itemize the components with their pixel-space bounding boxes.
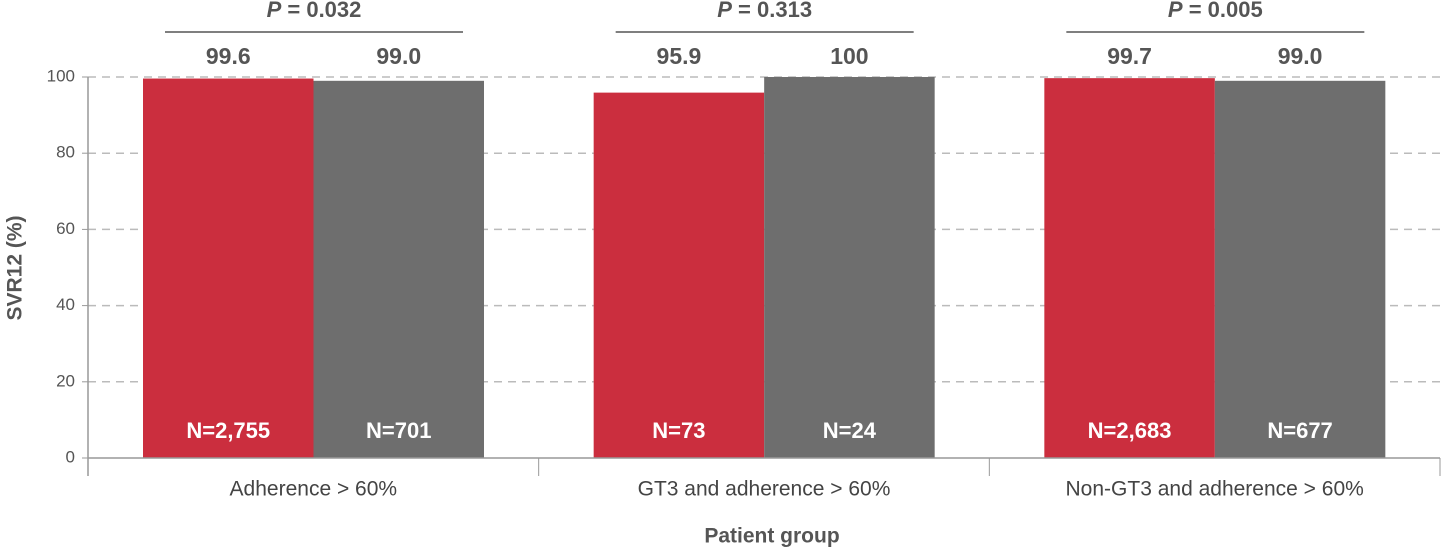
n-label: N=677	[1267, 418, 1332, 443]
n-label: N=2,755	[186, 418, 270, 443]
y-axis-label: SVR12 (%)	[4, 215, 27, 320]
bar	[1214, 80, 1386, 458]
bar	[143, 78, 314, 459]
value-label: 99.0	[1278, 43, 1323, 69]
x-tick-label: GT3 and adherence > 60%	[638, 478, 891, 501]
bar	[764, 77, 935, 458]
p-value: P = 0.005	[1168, 0, 1263, 22]
p-value: P = 0.032	[267, 0, 362, 22]
value-label: 95.9	[657, 43, 702, 69]
n-label: N=701	[366, 418, 431, 443]
y-tick-label: 40	[56, 295, 75, 314]
y-tick-label: 60	[56, 219, 75, 238]
value-label: 100	[830, 43, 868, 69]
bar	[593, 92, 765, 458]
y-tick-label: 80	[56, 143, 75, 162]
n-label: N=2,683	[1088, 418, 1172, 443]
bar	[313, 80, 484, 458]
x-tick-label: Adherence > 60%	[230, 478, 398, 501]
p-value: P = 0.313	[717, 0, 812, 22]
n-label: N=73	[652, 418, 705, 443]
x-axis-label: Patient group	[704, 525, 839, 548]
y-tick-label: 100	[47, 66, 75, 85]
n-label: N=24	[823, 418, 877, 443]
y-tick-label: 20	[56, 371, 75, 390]
y-tick-label: 0	[66, 447, 75, 466]
value-label: 99.0	[376, 43, 421, 69]
value-label: 99.6	[206, 43, 251, 69]
bar	[1044, 78, 1215, 458]
x-tick-label: Non-GT3 and adherence > 60%	[1066, 478, 1364, 501]
value-label: 99.7	[1107, 43, 1152, 69]
